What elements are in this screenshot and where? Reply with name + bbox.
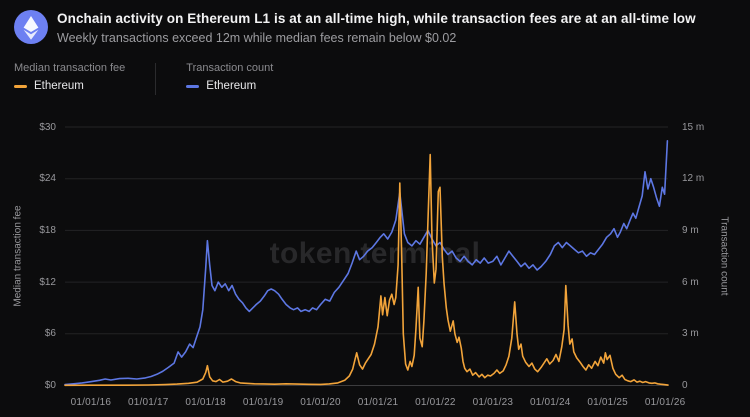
count-line: [64, 140, 669, 386]
legend-row-count[interactable]: Ethereum: [186, 80, 273, 92]
y-axis-title-left: Median transaction fee: [12, 205, 24, 307]
x-axis-tick: 01/01/24: [530, 397, 571, 408]
x-axis-tick: 01/01/16: [70, 397, 112, 408]
y-axis-tick-left: $0: [44, 380, 56, 391]
y-axis-tick-right: 6 m: [682, 276, 699, 288]
y-axis-title-right: Transaction count: [718, 216, 730, 296]
legend-divider: [155, 63, 157, 95]
legend-row-fee[interactable]: Ethereum: [14, 80, 125, 92]
x-axis-tick: 01/01/23: [472, 397, 514, 408]
y-axis-tick-left: $24: [39, 173, 56, 185]
legend-group-fee: Median transaction fee Ethereum: [14, 62, 125, 98]
y-axis-tick-left: $12: [39, 276, 56, 288]
fee-line: [64, 153, 669, 387]
ethereum-diamond-bottom: [23, 29, 39, 40]
chart-title: Onchain activity on Ethereum L1 is at an…: [57, 11, 696, 26]
y-axis-tick-left: $6: [44, 328, 56, 340]
legend-group-count: Transaction count Ethereum: [186, 62, 273, 98]
gridlines: [65, 126, 668, 386]
chart-subtitle: Weekly transactions exceed 12m while med…: [57, 31, 457, 45]
y-axis-tick-left: $30: [39, 121, 56, 133]
x-axis-tick: 01/01/21: [357, 397, 399, 408]
x-axis-tick: 01/01/18: [185, 397, 226, 408]
x-axis-tick: 01/01/17: [128, 397, 169, 408]
fee-series-swatch: [14, 84, 27, 88]
series-lines: [64, 140, 669, 387]
y-axis-tick-left: $18: [39, 224, 56, 236]
x-axis-tick: 01/01/20: [300, 397, 341, 408]
legend-series-fee: Ethereum: [34, 80, 84, 92]
legend-label-fee: Median transaction fee: [14, 62, 126, 74]
x-axis-tick: 01/01/25: [587, 397, 628, 408]
y-axis-tick-right: 15 m: [682, 121, 705, 133]
y-axis-tick-right: 3 m: [682, 328, 699, 340]
y-axis-tick-right: 0: [682, 380, 688, 391]
y-axis-tick-right: 12 m: [682, 173, 705, 185]
ethereum-diamond-top: [23, 16, 39, 32]
ethereum-logo-icon: [14, 10, 48, 44]
legend-series-count: Ethereum: [206, 80, 257, 92]
legend: Median transaction fee Ethereum Transact…: [14, 62, 273, 98]
count-series-swatch: [186, 84, 200, 88]
token-terminal-watermark: token terminal: [269, 237, 481, 270]
legend-label-count: Transaction count: [186, 62, 274, 74]
x-axis-tick: 01/01/19: [242, 397, 284, 408]
x-axis-tick: 01/01/22: [415, 397, 456, 408]
y-axis-tick-right: 9 m: [682, 224, 699, 236]
x-axis-tick: 01/01/26: [644, 397, 686, 408]
